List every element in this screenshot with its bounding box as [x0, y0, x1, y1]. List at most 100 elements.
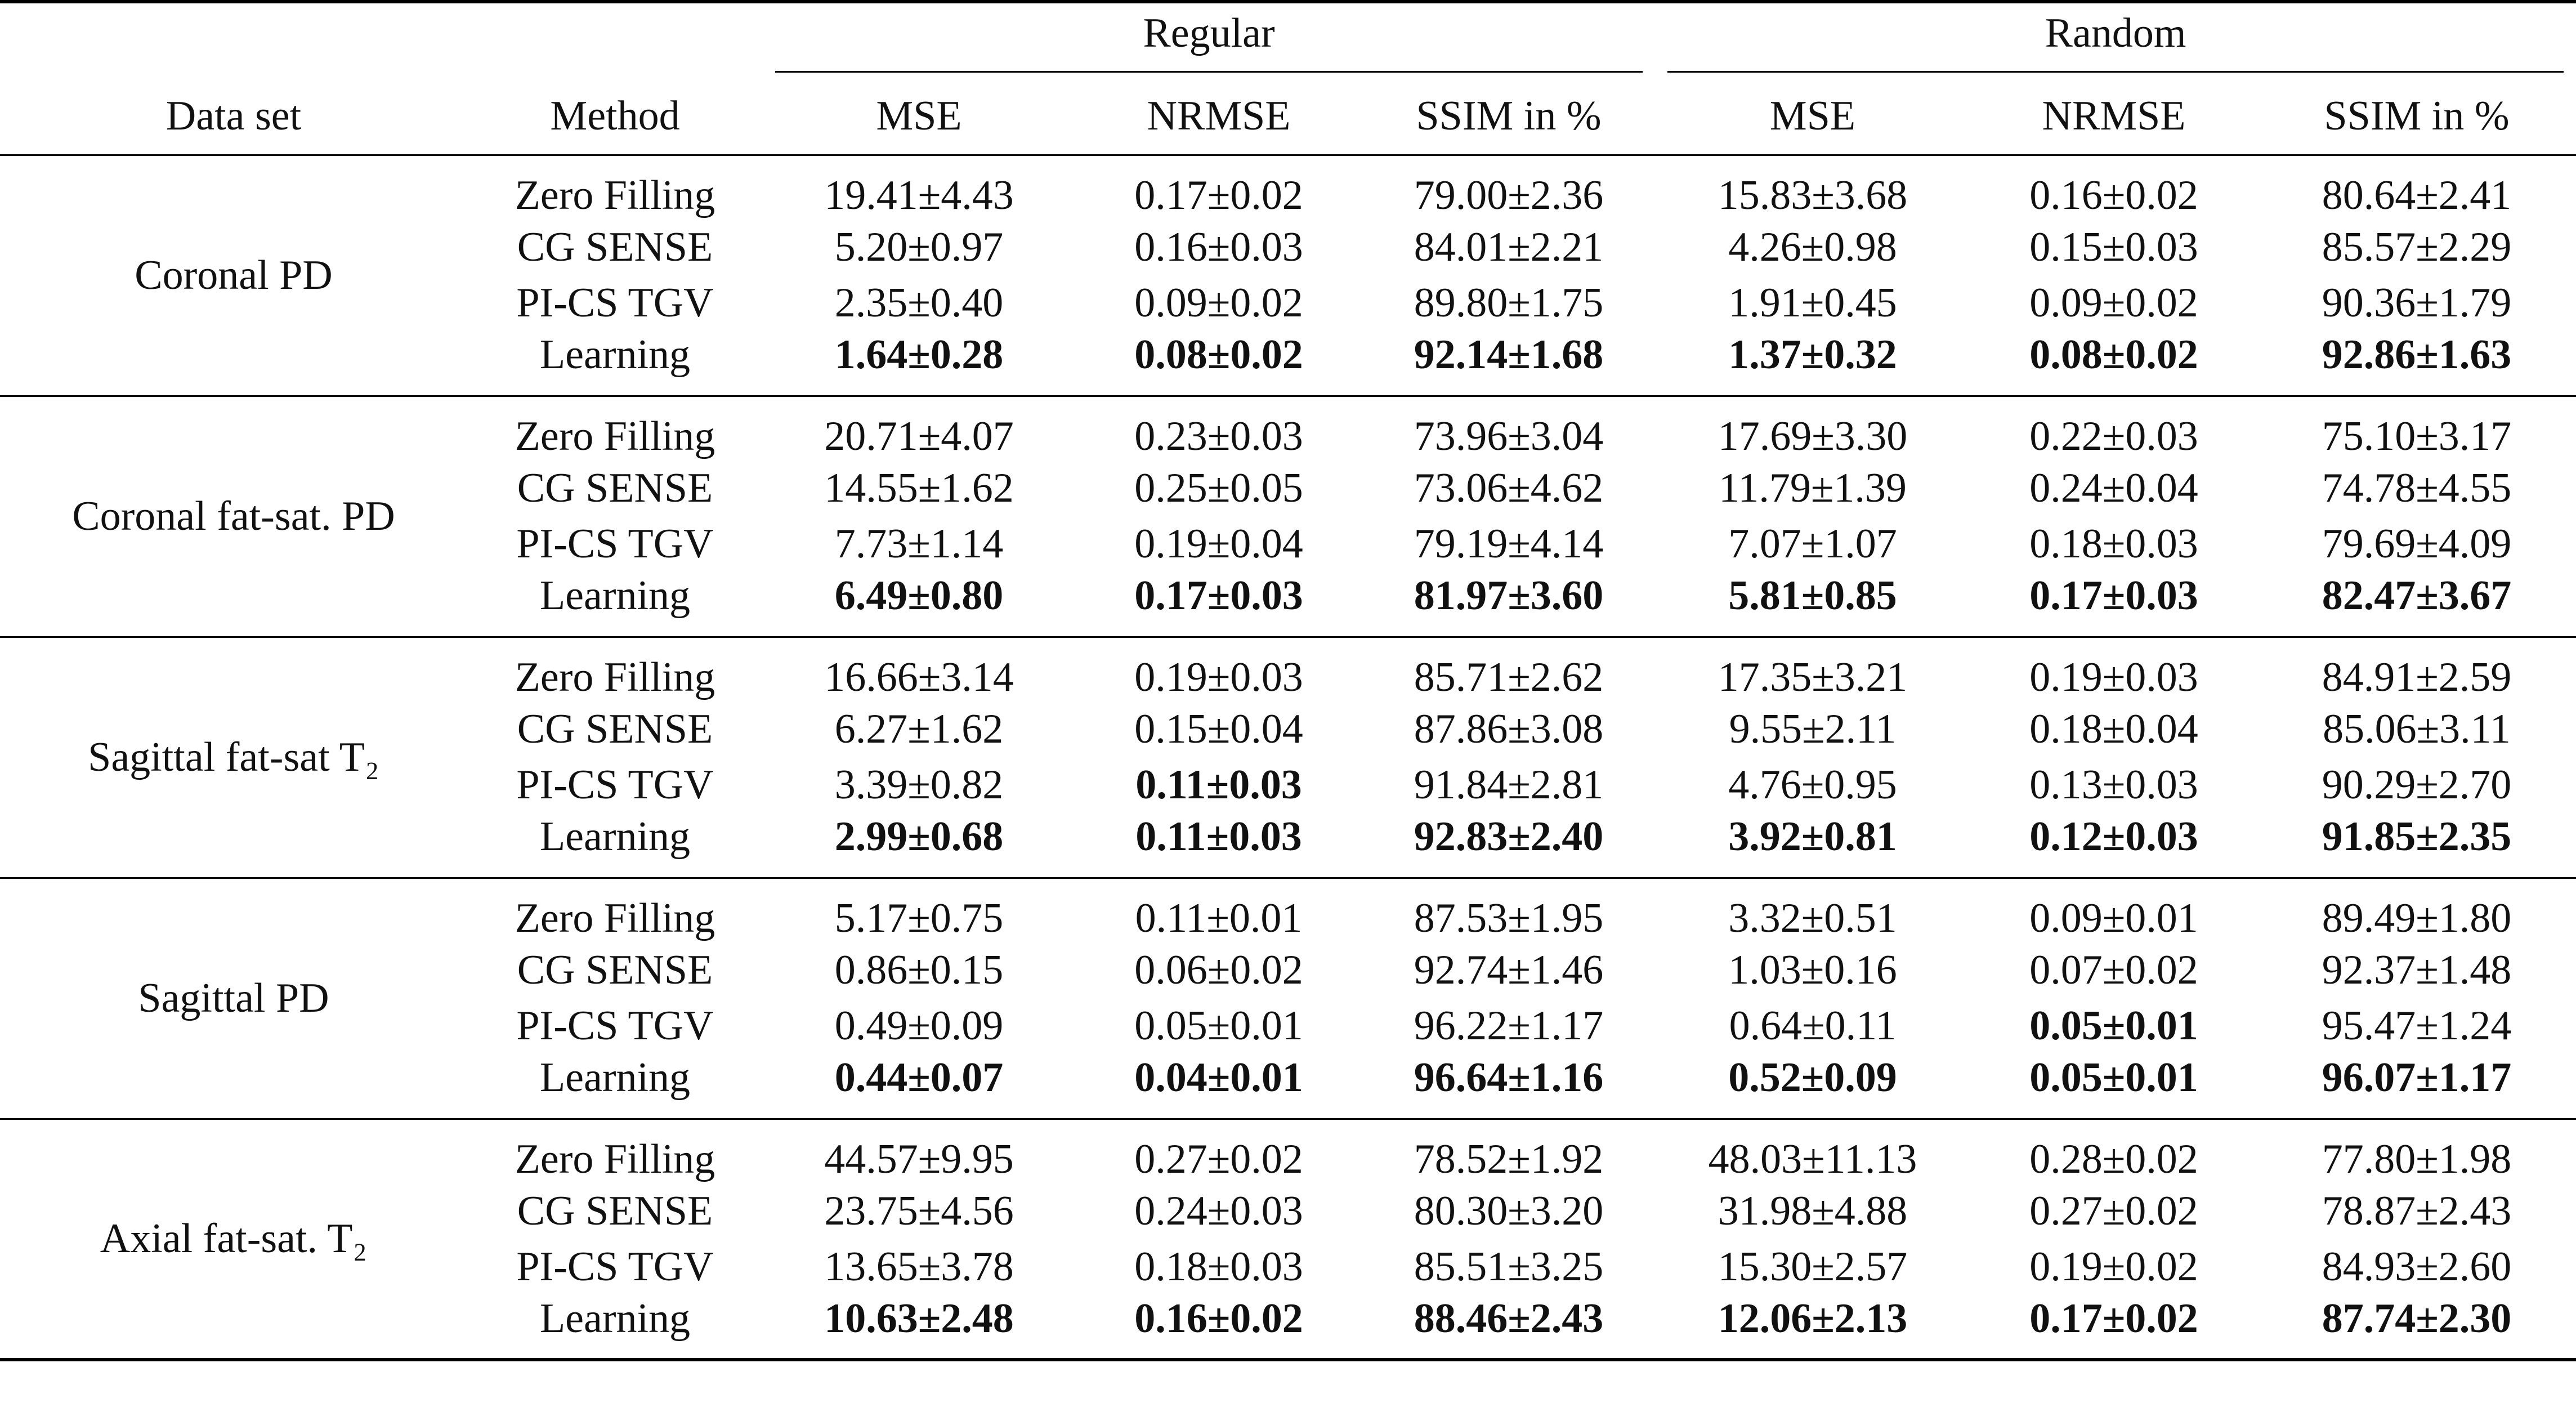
- column-header: MSE: [1769, 92, 1856, 139]
- value-cell: 0.25±0.05: [1134, 465, 1303, 511]
- data-row: Sagittal fat-sat T₂ Zero Filling 16.66±3.1…: [0, 637, 2576, 780]
- value-cell: 92.86±1.63: [2322, 332, 2512, 378]
- dataset-cell: Axial fat-sat. T₂: [100, 1215, 368, 1262]
- value-cell: 92.83±2.40: [1414, 814, 1604, 860]
- value-cell: 1.03±0.16: [1728, 947, 1897, 993]
- value-cell: 96.64±1.16: [1414, 1055, 1604, 1101]
- value-cell: 74.78±4.55: [2322, 465, 2512, 511]
- value-cell: 0.05±0.01: [2029, 1055, 2198, 1101]
- value-cell: 0.17±0.02: [2029, 1295, 2198, 1342]
- value-cell: 0.15±0.04: [1134, 706, 1303, 752]
- method-cell: Learning: [539, 814, 691, 860]
- method-cell: Learning: [539, 573, 691, 619]
- value-cell: 0.18±0.03: [1134, 1244, 1303, 1290]
- value-cell: 44.57±9.95: [824, 1136, 1014, 1182]
- value-cell: 90.29±2.70: [2322, 762, 2512, 808]
- value-cell: 4.76±0.95: [1728, 762, 1897, 808]
- value-cell: 80.64±2.41: [2322, 172, 2512, 218]
- value-cell: 0.19±0.03: [1134, 654, 1303, 700]
- value-cell: 1.91±0.45: [1728, 280, 1897, 326]
- value-cell: 0.49±0.09: [834, 1003, 1004, 1049]
- value-cell: 13.65±3.78: [824, 1244, 1014, 1290]
- column-header: NRMSE: [2042, 92, 2186, 139]
- column-header: MSE: [876, 92, 962, 139]
- column-header: SSIM in %: [1416, 92, 1602, 139]
- method-cell: CG SENSE: [517, 224, 713, 270]
- value-cell: 0.18±0.03: [2029, 521, 2198, 567]
- value-cell: 0.23±0.03: [1134, 413, 1303, 459]
- method-cell: PI-CS TGV: [516, 280, 714, 326]
- column-header: Data set: [166, 92, 302, 139]
- value-cell: 3.39±0.82: [834, 762, 1004, 808]
- data-row: Coronal PD Zero Filling 19.41±4.43 0.17±0.0…: [0, 155, 2576, 298]
- results-table: Regular Random Data set Method MSE NRMSE SSIM …: [0, 0, 2576, 1361]
- value-cell: 0.17±0.03: [1134, 573, 1303, 619]
- column-header: NRMSE: [1147, 92, 1291, 139]
- value-cell: 0.16±0.03: [1134, 224, 1303, 270]
- data-row: PI-CS TGV 2.35±0.40 0.09±0.02 89.80±1.75 1.9…: [0, 275, 2576, 331]
- data-row: Sagittal PD Zero Filling 5.17±0.75 0.11±0.0…: [0, 878, 2576, 1021]
- value-cell: 5.81±0.85: [1728, 573, 1897, 619]
- value-cell: 15.30±2.57: [1718, 1244, 1908, 1290]
- value-cell: 31.98±4.88: [1718, 1188, 1908, 1234]
- value-cell: 92.14±1.68: [1414, 332, 1604, 378]
- value-cell: 85.51±3.25: [1414, 1244, 1604, 1290]
- method-cell: CG SENSE: [517, 465, 713, 511]
- value-cell: 48.03±11.13: [1708, 1136, 1917, 1182]
- value-cell: 0.19±0.02: [2029, 1244, 2198, 1290]
- value-cell: 19.41±4.43: [824, 172, 1014, 218]
- value-cell: 6.27±1.62: [834, 706, 1004, 752]
- header-row: Data set Method MSE NRMSE SSIM in % MSE NRMSE S…: [0, 78, 2576, 155]
- value-cell: 0.09±0.02: [1134, 280, 1303, 326]
- value-cell: 1.64±0.28: [834, 332, 1004, 378]
- value-cell: 20.71±4.07: [824, 413, 1014, 459]
- value-cell: 78.87±2.43: [2322, 1188, 2512, 1234]
- data-row: CG SENSE 14.55±1.62 0.25±0.05 73.06±4.62 11.…: [0, 461, 2576, 516]
- dataset-cell: Sagittal PD: [138, 975, 329, 1021]
- method-cell: Learning: [539, 1055, 691, 1101]
- group-label: Random: [1667, 10, 2564, 73]
- value-cell: 79.69±4.09: [2322, 521, 2512, 567]
- value-cell: 2.99±0.68: [834, 814, 1004, 860]
- value-cell: 0.09±0.02: [2029, 280, 2198, 326]
- value-cell: 81.97±3.60: [1414, 573, 1604, 619]
- value-cell: 0.17±0.02: [1134, 172, 1303, 218]
- header-cell: [467, 2, 763, 78]
- value-cell: 16.66±3.14: [824, 654, 1014, 700]
- value-cell: 7.07±1.07: [1728, 521, 1897, 567]
- value-cell: 85.71±2.62: [1414, 654, 1604, 700]
- value-cell: 73.96±3.04: [1414, 413, 1604, 459]
- value-cell: 84.91±2.59: [2322, 654, 2512, 700]
- data-row: CG SENSE 6.27±1.62 0.15±0.04 87.86±3.08 9.55…: [0, 702, 2576, 757]
- method-cell: Zero Filling: [515, 895, 715, 941]
- value-cell: 0.08±0.02: [2029, 332, 2198, 378]
- method-cell: Zero Filling: [515, 1136, 715, 1182]
- data-row: PI-CS TGV 7.73±1.14 0.19±0.04 79.19±4.14 7.0…: [0, 516, 2576, 572]
- value-cell: 0.13±0.03: [2029, 762, 2198, 808]
- value-cell: 23.75±4.56: [824, 1188, 1014, 1234]
- dataset-cell: Coronal fat-sat. PD: [72, 493, 395, 539]
- data-row: Learning 1.64±0.28 0.08±0.02 92.14±1.68 1.37…: [0, 331, 2576, 396]
- method-cell: CG SENSE: [517, 1188, 713, 1234]
- value-cell: 82.47±3.67: [2322, 573, 2512, 619]
- data-row: Learning 0.44±0.07 0.04±0.01 96.64±1.16 0.52…: [0, 1054, 2576, 1119]
- method-cell: Learning: [539, 332, 691, 378]
- method-cell: PI-CS TGV: [516, 762, 714, 808]
- dataset-cell: Sagittal fat-sat T₂: [88, 734, 379, 780]
- value-cell: 91.84±2.81: [1414, 762, 1604, 808]
- table-header: Regular Random Data set Method MSE NRMSE SSIM …: [0, 2, 2576, 155]
- value-cell: 9.55±2.11: [1729, 706, 1897, 752]
- method-cell: CG SENSE: [517, 706, 713, 752]
- value-cell: 0.15±0.03: [2029, 224, 2198, 270]
- value-cell: 0.16±0.02: [2029, 172, 2198, 218]
- data-row: CG SENSE 23.75±4.56 0.24±0.03 80.30±3.20 31.…: [0, 1183, 2576, 1239]
- value-cell: 0.09±0.01: [2029, 895, 2198, 941]
- value-cell: 0.24±0.04: [2029, 465, 2198, 511]
- data-row: PI-CS TGV 0.49±0.09 0.05±0.01 96.22±1.17 0.6…: [0, 998, 2576, 1054]
- value-cell: 95.47±1.24: [2322, 1003, 2512, 1049]
- value-cell: 79.19±4.14: [1414, 521, 1604, 567]
- value-cell: 0.06±0.02: [1134, 947, 1303, 993]
- data-row: Learning 2.99±0.68 0.11±0.03 92.83±2.40 3.92…: [0, 813, 2576, 878]
- method-cell: Zero Filling: [515, 172, 715, 218]
- value-cell: 5.17±0.75: [834, 895, 1004, 941]
